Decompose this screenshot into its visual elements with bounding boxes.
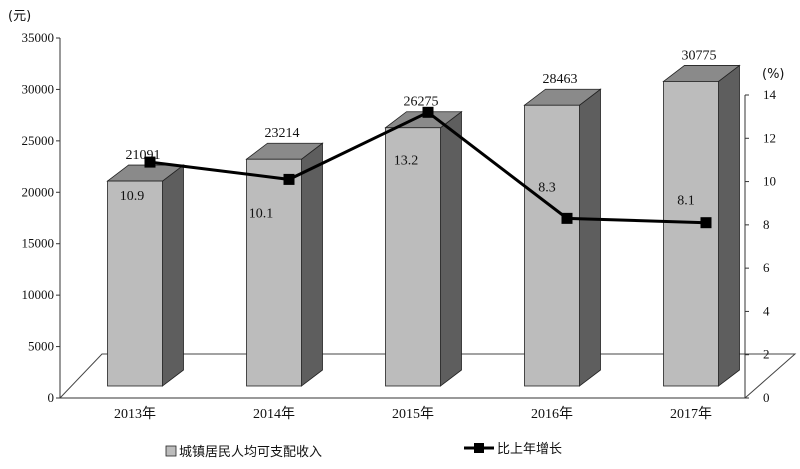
bar xyxy=(385,127,441,387)
line-data-label: 8.3 xyxy=(538,180,556,195)
bar-side xyxy=(301,142,323,387)
bar-data-label: 28463 xyxy=(543,72,578,87)
bar-data-label: 30775 xyxy=(682,48,717,63)
x-tick-label: 2017年 xyxy=(670,406,712,422)
legend-line-label: 比上年增长 xyxy=(497,442,562,457)
line-data-label: 13.2 xyxy=(394,153,419,168)
y-tick-label: 25000 xyxy=(22,133,55,148)
growth-point xyxy=(561,212,573,224)
x-tick-label: 2014年 xyxy=(253,406,295,422)
legend-bar-swatch xyxy=(165,445,177,457)
growth-point xyxy=(144,156,156,168)
growth-point xyxy=(700,217,712,229)
y2-tick-label: 14 xyxy=(763,87,777,102)
y-tick-label: 30000 xyxy=(22,81,55,96)
y2-tick-label: 4 xyxy=(763,303,770,318)
y-tick-label: 15000 xyxy=(22,236,55,251)
y2-tick-label: 10 xyxy=(763,174,776,189)
bar-side xyxy=(162,164,184,387)
y2-axis-unit: (%) xyxy=(762,67,785,82)
bar-data-label: 23214 xyxy=(265,126,300,141)
x-tick-label: 2015年 xyxy=(392,406,434,422)
y-axis-unit: (元) xyxy=(8,9,31,24)
growth-point xyxy=(422,106,434,118)
y2-tick-label: 0 xyxy=(763,390,770,405)
bar-side xyxy=(440,110,462,387)
x-tick-label: 2016年 xyxy=(531,406,573,422)
y2-tick-label: 2 xyxy=(763,347,770,362)
growth-point xyxy=(283,173,295,185)
bar-side xyxy=(579,88,601,387)
y-tick-label: 0 xyxy=(48,390,55,405)
y-tick-label: 35000 xyxy=(22,30,55,45)
y2-tick-label: 6 xyxy=(763,260,770,275)
line-data-label: 10.1 xyxy=(249,206,274,221)
bar-side xyxy=(718,64,740,387)
line-data-label: 8.1 xyxy=(677,194,695,209)
legend-bar-label: 城镇居民人均可支配收入 xyxy=(179,445,322,460)
legend-line-marker xyxy=(474,443,484,453)
bar xyxy=(246,158,302,387)
bar xyxy=(107,180,163,387)
y2-tick-label: 12 xyxy=(763,130,776,145)
y-tick-label: 5000 xyxy=(28,339,54,354)
y-tick-label: 20000 xyxy=(22,184,55,199)
line-data-label: 10.9 xyxy=(120,189,145,204)
bar xyxy=(524,104,580,387)
bar-data-label: 26275 xyxy=(404,95,439,110)
y2-tick-label: 8 xyxy=(763,217,770,232)
x-tick-label: 2013年 xyxy=(114,406,156,422)
y-tick-label: 10000 xyxy=(22,287,55,302)
bar xyxy=(663,81,719,387)
